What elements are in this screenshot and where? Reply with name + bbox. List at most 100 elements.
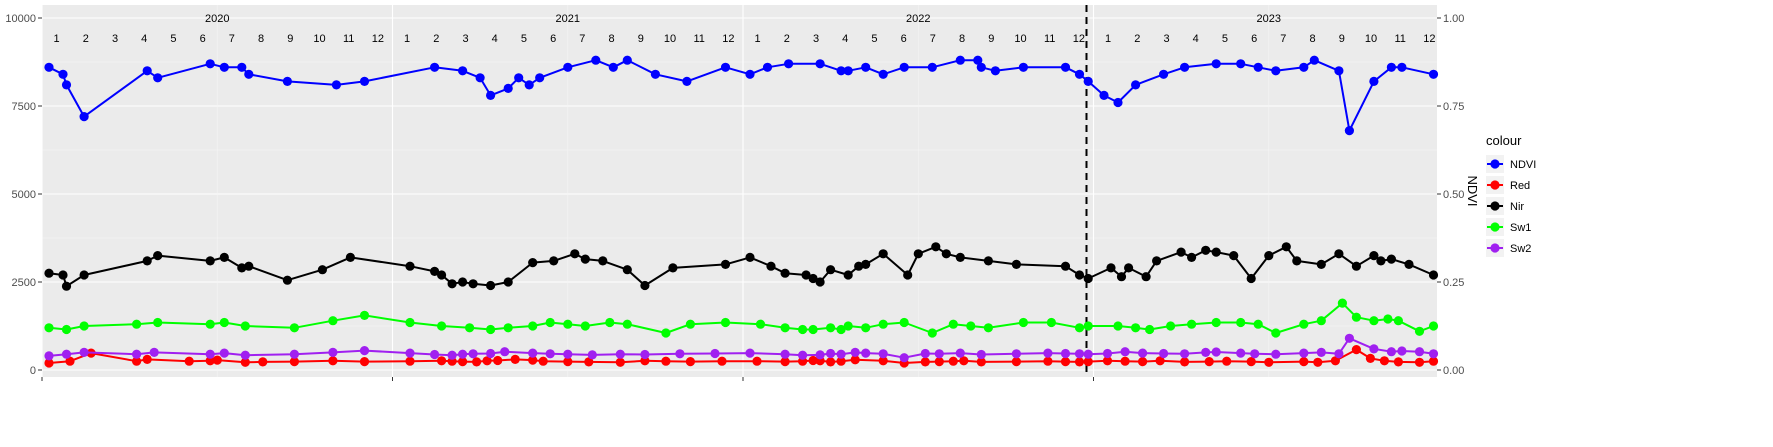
data-point-sw2: [486, 348, 496, 359]
data-point-ndvi: [1334, 66, 1344, 76]
data-point-sw2: [1138, 348, 1148, 358]
data-point-ndvi: [219, 62, 229, 72]
data-point-sw1: [966, 321, 976, 331]
data-point-sw2: [328, 347, 338, 357]
data-point-ndvi: [1211, 59, 1221, 69]
data-point-sw1: [528, 321, 538, 331]
data-point-ndvi: [990, 66, 1001, 76]
data-point-sw1: [563, 319, 573, 329]
data-point-nir: [1229, 251, 1239, 261]
month-label: 5: [170, 33, 176, 45]
data-point-ndvi: [815, 59, 825, 69]
month-label: 1: [54, 33, 60, 45]
data-point-nir: [598, 256, 608, 266]
data-point-ndvi: [976, 62, 986, 72]
data-point-sw1: [1046, 317, 1056, 328]
data-point-sw1: [1337, 298, 1347, 308]
data-point-sw2: [468, 349, 478, 359]
data-point-sw2: [132, 349, 142, 359]
data-point-ndvi: [836, 66, 846, 76]
data-point-red: [289, 357, 299, 367]
data-point-ndvi: [861, 62, 871, 72]
data-point-sw1: [798, 324, 808, 335]
month-label: 12: [1073, 33, 1085, 45]
data-point-red: [1222, 356, 1232, 366]
axes: 0 2500 5000 7500 10000 0.00 0.25 0.50 0.75 1.00: [5, 13, 1464, 381]
month-label: 12: [722, 33, 734, 45]
month-label: 3: [462, 33, 468, 45]
data-point-sw2: [1428, 349, 1439, 359]
legend-key-point: [1490, 159, 1500, 169]
month-label: 3: [1163, 33, 1169, 45]
data-point-nir: [878, 249, 888, 259]
month-label: 8: [1310, 33, 1316, 45]
data-point-sw2: [1011, 349, 1022, 359]
data-point-nir: [983, 256, 994, 266]
right-axis-tick-label: 0.75: [1443, 101, 1464, 113]
data-point-nir: [854, 261, 864, 271]
data-point-sw2: [1159, 348, 1169, 359]
month-label: 2: [1134, 33, 1140, 45]
data-point-sw2: [1211, 347, 1221, 357]
data-point-red: [538, 356, 548, 366]
data-point-sw2: [899, 353, 909, 363]
data-point-nir: [447, 279, 457, 289]
data-point-ndvi: [244, 69, 254, 79]
data-point-ndvi: [331, 80, 341, 90]
data-point-nir: [430, 266, 440, 276]
year-label: 2020: [205, 13, 229, 25]
data-point-sw2: [1060, 348, 1071, 359]
month-label: 10: [1014, 33, 1026, 45]
data-point-red: [328, 356, 338, 366]
data-point-red: [1379, 356, 1389, 366]
data-point-nir: [1187, 252, 1197, 262]
data-point-sw2: [1083, 349, 1093, 359]
data-point-sw2: [430, 349, 440, 360]
data-point-red: [661, 356, 671, 366]
left-axis-tick-label: 5000: [12, 189, 36, 201]
month-label: 7: [930, 33, 936, 45]
month-label: 9: [638, 33, 644, 45]
series-line-sw2: [48, 337, 1434, 359]
data-point-sw1: [861, 323, 871, 333]
data-point-red: [1365, 353, 1375, 363]
data-point-sw2: [359, 346, 370, 356]
data-point-sw1: [720, 317, 731, 328]
data-point-red: [510, 354, 520, 364]
data-point-sw1: [1299, 319, 1309, 329]
data-point-nir: [237, 263, 247, 273]
data-point-red: [212, 355, 222, 365]
data-point-ndvi: [58, 69, 68, 79]
data-point-ndvi: [1180, 62, 1190, 72]
data-point-nir: [1334, 249, 1344, 259]
data-point-sw1: [1393, 316, 1403, 326]
data-point-sw1: [289, 323, 299, 333]
data-point-sw1: [405, 317, 415, 328]
data-point-sw1: [1113, 321, 1123, 331]
data-point-ndvi: [1083, 76, 1093, 86]
data-point-red: [142, 354, 152, 364]
data-point-red: [240, 357, 250, 367]
data-point-sw2: [1250, 349, 1260, 359]
month-label: 6: [901, 33, 907, 45]
data-point-nir: [1106, 263, 1116, 273]
legend-key-point: [1490, 222, 1500, 232]
data-point-sw1: [545, 317, 555, 328]
data-point-sw1: [44, 323, 54, 333]
data-point-red: [1074, 357, 1085, 367]
data-point-sw1: [1145, 324, 1155, 335]
data-point-red: [1043, 356, 1053, 366]
data-point-ndvi: [955, 55, 965, 65]
data-point-ndvi: [1236, 59, 1246, 69]
data-point-ndvi: [282, 76, 292, 86]
data-point-nir: [1152, 256, 1162, 266]
data-point-red: [836, 356, 846, 366]
data-point-red: [780, 357, 790, 367]
right-axis-tick-label: 0.25: [1443, 277, 1464, 289]
data-point-red: [948, 356, 958, 366]
month-label: 12: [372, 33, 384, 45]
data-point-nir: [405, 261, 415, 271]
data-point-sw2: [815, 350, 825, 360]
data-point-ndvi: [1131, 80, 1141, 90]
data-point-sw1: [622, 319, 632, 329]
